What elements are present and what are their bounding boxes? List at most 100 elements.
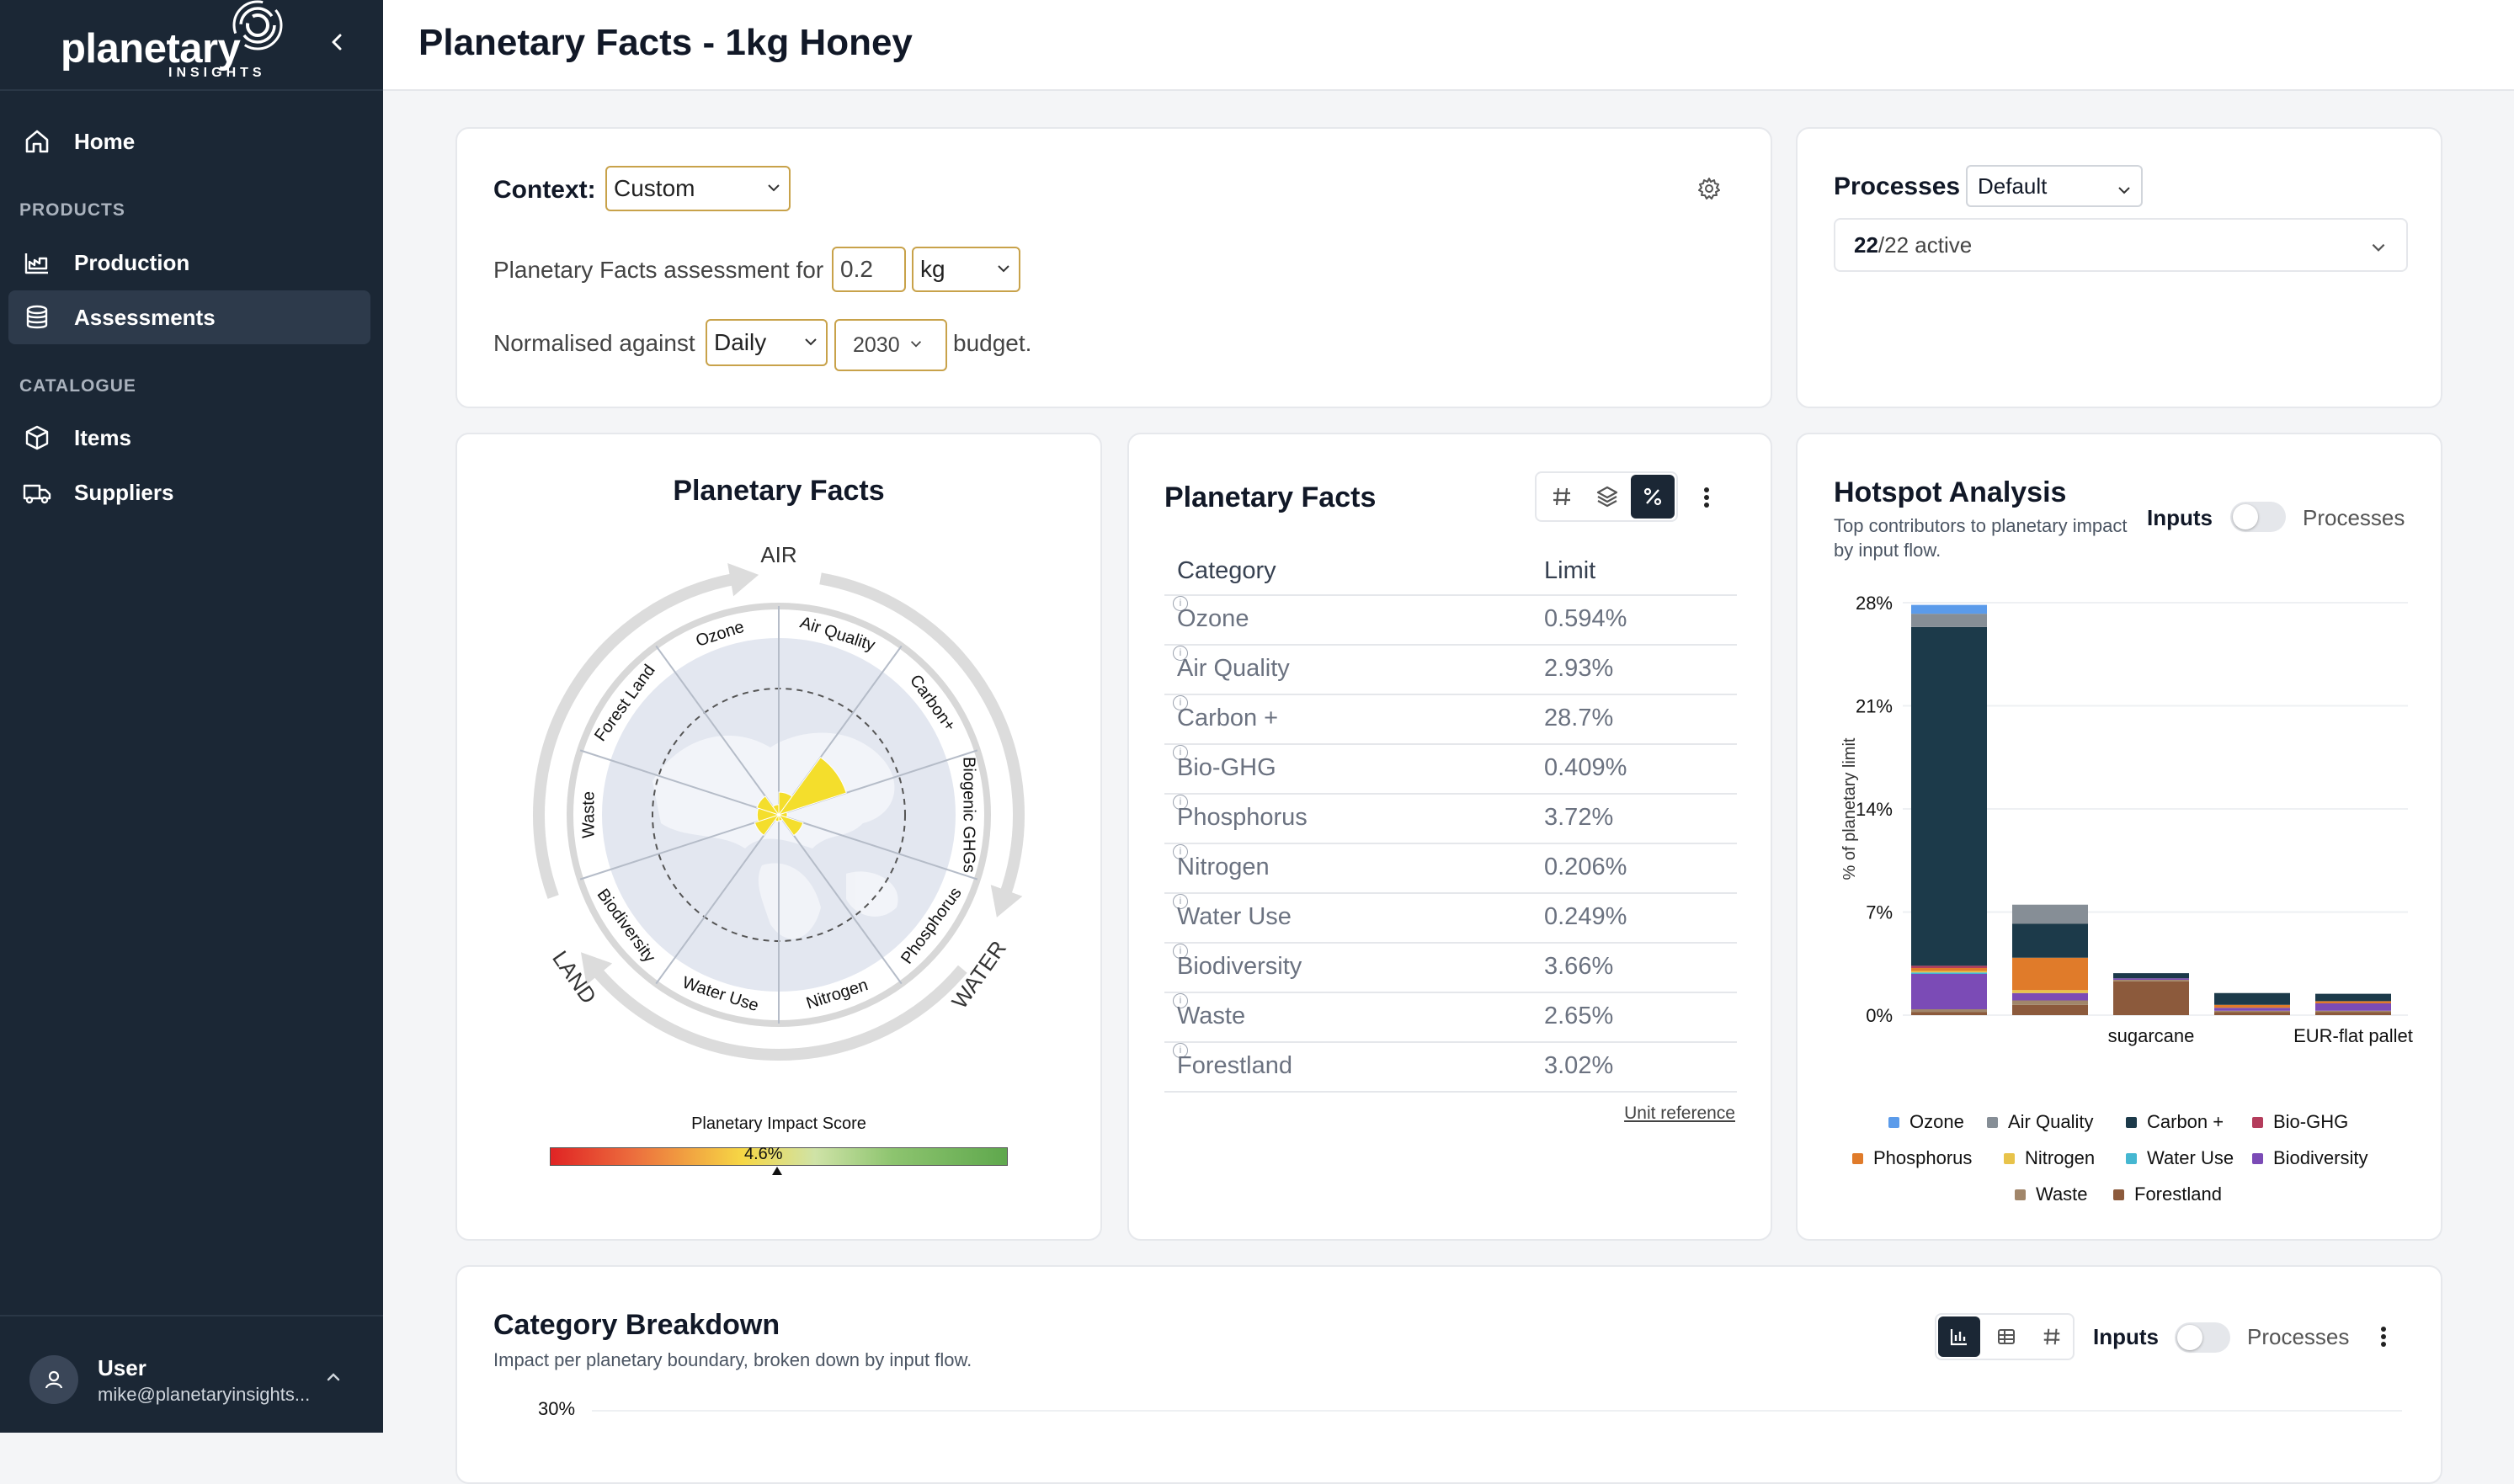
bar-segment[interactable] (1911, 1012, 1987, 1016)
sidebar-item-production[interactable]: Production (8, 236, 370, 290)
more-options-icon[interactable] (1702, 485, 1712, 514)
bar-segment[interactable] (2012, 1004, 2088, 1015)
legend-swatch (1888, 1116, 1899, 1128)
info-icon[interactable]: i (1173, 1043, 1188, 1058)
bar-segment[interactable] (2214, 1012, 2290, 1016)
sidebar-item-label: Suppliers (74, 479, 174, 505)
spoke-line (778, 814, 903, 985)
col-category: Category (1177, 557, 1276, 584)
sidebar-item-assessments[interactable]: Assessments (8, 290, 370, 344)
info-icon[interactable]: i (1173, 844, 1188, 859)
table-icon[interactable] (1985, 1316, 2027, 1357)
sidebar-item-suppliers[interactable]: Suppliers (8, 465, 370, 519)
hotspot-title: Hotspot Analysis (1834, 476, 2067, 508)
legend-item[interactable]: Bio-GHG (2252, 1111, 2348, 1133)
table-row: Nitrogen i 0.206% (1164, 844, 1737, 894)
unit-reference-link[interactable]: Unit reference (1624, 1104, 1735, 1123)
home-icon (20, 125, 54, 158)
row-limit: 0.594% (1544, 605, 1627, 632)
bar-segment[interactable] (2315, 993, 2391, 1002)
context-select[interactable]: Custom (605, 166, 791, 211)
year-select[interactable]: 2030 (834, 319, 947, 371)
section-products-heading: PRODUCTS (19, 200, 125, 220)
bar-segment[interactable] (1911, 614, 1987, 627)
breakdown-y-tick-top: 30% (538, 1398, 576, 1419)
legend-item[interactable]: Ozone (1888, 1111, 1964, 1133)
legend-item[interactable]: Phosphorus (1852, 1147, 1972, 1169)
bar-segment[interactable] (1911, 626, 1987, 966)
bar-segment[interactable] (2012, 957, 2088, 991)
bar-segment[interactable] (1911, 974, 1987, 1009)
facts-table-title: Planetary Facts (1164, 481, 1377, 513)
unit-select[interactable]: kg (912, 247, 1020, 292)
bar-segment[interactable] (1911, 604, 1987, 614)
sidebar-item-home[interactable]: Home (8, 114, 370, 168)
percent-icon[interactable] (1631, 475, 1675, 519)
brand-logo[interactable]: planetary INSIGHTS (59, 0, 286, 88)
breakdown-view-group (1935, 1313, 2075, 1360)
bar-segment[interactable] (2113, 981, 2189, 1015)
legend-item[interactable]: Biodiversity (2252, 1147, 2368, 1169)
hash-icon[interactable] (2031, 1316, 2073, 1357)
bar-segment[interactable] (1911, 971, 1987, 973)
info-icon[interactable]: i (1173, 596, 1188, 611)
spoke-line (778, 814, 978, 880)
breakdown-inputs-processes-toggle[interactable] (2175, 1322, 2230, 1353)
bar-segment[interactable] (2214, 1010, 2290, 1013)
bar-segment[interactable] (2315, 1010, 2391, 1013)
more-options-icon[interactable] (2378, 1324, 2389, 1354)
bar-segment[interactable] (2012, 1000, 2088, 1005)
amount-input[interactable]: 0.2 (832, 247, 906, 292)
bar-segment[interactable] (2214, 1008, 2290, 1011)
bar-segment[interactable] (2012, 923, 2088, 958)
bar-segment[interactable] (2315, 1012, 2391, 1016)
layers-icon[interactable] (1585, 475, 1629, 519)
chevron-down-icon (802, 329, 819, 356)
period-select[interactable]: Daily (706, 319, 828, 366)
info-icon[interactable]: i (1173, 993, 1188, 1008)
bar-segment[interactable] (2012, 904, 2088, 924)
info-icon[interactable]: i (1173, 944, 1188, 959)
info-icon[interactable]: i (1173, 795, 1188, 810)
legend-item[interactable]: Water Use (2126, 1147, 2234, 1169)
bar-chart-icon[interactable] (1938, 1316, 1980, 1357)
sidebar-item-items[interactable]: Items (8, 411, 370, 465)
hotspot-chart: 0% 7% 14% 21% 28% % of planetary limit sugarca… (1840, 593, 2413, 1046)
bar-segment[interactable] (2315, 1001, 2391, 1003)
user-menu[interactable]: User mike@planetaryinsights... (0, 1315, 383, 1433)
view-toggle-group (1535, 471, 1678, 522)
bar-segment[interactable] (2214, 992, 2290, 1005)
chevron-up-icon[interactable] (323, 1367, 344, 1391)
bar-segment[interactable] (1911, 1009, 1987, 1013)
info-icon[interactable]: i (1173, 695, 1188, 710)
bar-segment[interactable] (2113, 980, 2189, 981)
legend-item[interactable]: Waste (2015, 1183, 2088, 1205)
legend-item[interactable]: Forestland (2113, 1183, 2222, 1205)
row-limit: 0.249% (1544, 903, 1627, 930)
hash-icon[interactable] (1540, 475, 1584, 519)
bar-segment[interactable] (2315, 1003, 2391, 1011)
bar-segment[interactable] (1911, 968, 1987, 971)
collapse-sidebar-icon[interactable] (323, 29, 350, 56)
inputs-processes-toggle[interactable] (2230, 502, 2286, 532)
bar-segment[interactable] (1911, 972, 1987, 974)
gear-icon[interactable] (1696, 176, 1722, 205)
legend-item[interactable]: Carbon + (2126, 1111, 2224, 1133)
legend-item[interactable]: Air Quality (1987, 1111, 2093, 1133)
bar-segment[interactable] (2012, 992, 2088, 1001)
bar-segment[interactable] (2214, 1004, 2290, 1008)
truck-icon (20, 476, 54, 509)
bar-segment[interactable] (2012, 990, 2088, 993)
database-icon (20, 301, 54, 334)
impact-score-value: 4.6% (744, 1145, 783, 1163)
processes-select[interactable]: Default (1966, 165, 2143, 207)
info-icon[interactable]: i (1173, 646, 1188, 661)
bar-segment[interactable] (2113, 973, 2189, 979)
bar-segment[interactable] (2113, 978, 2189, 980)
toggle-processes-label: Processes (2303, 505, 2405, 530)
bar-segment[interactable] (1911, 965, 1987, 968)
info-icon[interactable]: i (1173, 745, 1188, 760)
info-icon[interactable]: i (1173, 894, 1188, 909)
legend-item[interactable]: Nitrogen (2004, 1147, 2095, 1169)
active-processes-dropdown[interactable]: 22/22 active (1834, 218, 2408, 272)
